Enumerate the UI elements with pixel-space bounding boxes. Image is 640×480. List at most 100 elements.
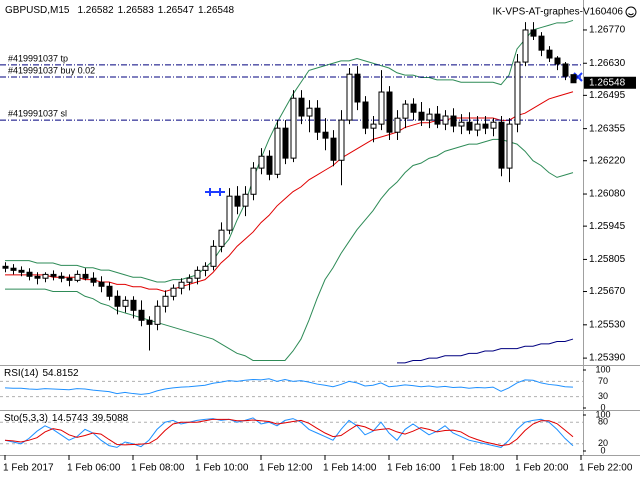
y-tick-label: 0: [600, 445, 605, 455]
candle-body: [114, 295, 121, 307]
current-price-label: 1.26548: [589, 77, 626, 88]
x-tick-label: 1 Feb 06:00: [67, 463, 121, 474]
candle-body: [170, 287, 177, 297]
header-price: 1.26583: [118, 5, 155, 16]
order-label: #419991037 buy 0.02: [8, 65, 95, 75]
candle-body: [98, 281, 105, 287]
candle-body: [306, 107, 313, 117]
candle-body: [2, 265, 9, 269]
candle-body: [394, 117, 401, 133]
indicator-title: Sto(5,3,3): [4, 413, 48, 424]
candle-body: [66, 277, 73, 281]
candle-body: [122, 299, 129, 307]
candle-body: [34, 275, 41, 279]
candle-body: [202, 265, 209, 271]
overlay-line: [5, 19, 574, 283]
candle-body: [218, 229, 225, 247]
y-tick-label: 0: [600, 402, 605, 412]
candle-body: [530, 29, 537, 37]
candle-body: [282, 127, 289, 159]
indicator-title: RSI(14): [4, 368, 38, 379]
chart-header: GBPUSD,M15 1.26582 1.26583 1.26547 1.26548: [5, 5, 235, 16]
trade-arrow: [205, 188, 215, 196]
candle-body: [138, 309, 145, 321]
candle-body: [338, 119, 345, 161]
overlay-line: [397, 338, 574, 364]
y-tick-label: 70: [598, 376, 608, 386]
x-tick-label: 1 Feb 20:00: [515, 463, 569, 474]
candle-body: [274, 127, 281, 175]
candle-body: [514, 61, 521, 125]
x-tick-label: 1 Feb 10:00: [195, 463, 249, 474]
smiley-face: [625, 6, 637, 18]
candle-body: [418, 111, 425, 121]
candle-body: [266, 155, 273, 175]
candle-body: [402, 103, 409, 119]
indicator-line: [4, 418, 574, 447]
y-tick-label: 1.25390: [589, 353, 626, 364]
candle-body: [346, 73, 353, 121]
candle-body: [322, 131, 329, 139]
smiley: [625, 6, 637, 18]
x-tick-label: 1 Feb 16:00: [387, 463, 441, 474]
y-tick-label: 30: [598, 391, 608, 401]
candle-body: [410, 103, 417, 113]
x-tick-label: 1 Feb 18:00: [451, 463, 505, 474]
candle-body: [458, 121, 465, 127]
candle-body: [442, 115, 449, 125]
candle-body: [290, 97, 297, 159]
candle-body: [538, 35, 545, 51]
header-price: 1.26547: [158, 5, 195, 16]
candle-body: [74, 273, 81, 281]
order-label: #419991037 sl: [8, 108, 67, 118]
candle-body: [10, 267, 17, 271]
candle-body: [210, 245, 217, 267]
x-tick-label: 1 Feb 22:00: [579, 463, 633, 474]
expert-name: IK-VPS-AT-graphes-V160406: [493, 7, 624, 18]
smiley-mouth: [628, 13, 634, 16]
candle-body: [434, 113, 441, 125]
indicator-label: RSI(14) 54.8152: [4, 368, 79, 379]
candle-body: [522, 29, 529, 63]
candle-body: [226, 195, 233, 231]
y-tick-label: 1.25670: [589, 286, 626, 297]
candle-body: [106, 285, 113, 297]
candle-body: [386, 91, 393, 133]
candle-body: [242, 193, 249, 207]
header-price: 1.26548: [198, 5, 235, 16]
candle-body: [18, 269, 25, 273]
candle-body: [82, 273, 89, 279]
y-tick-label: 1.25530: [589, 319, 626, 330]
y-tick-label: 1.25805: [589, 254, 626, 265]
y-tick-label: 20: [598, 438, 608, 448]
candle-body: [90, 277, 97, 283]
candle-body: [130, 299, 137, 311]
candle-body: [250, 167, 257, 195]
candle-body: [162, 295, 169, 307]
y-tick-label: 1.26770: [589, 25, 626, 36]
candle-body: [426, 113, 433, 121]
candle-body: [474, 123, 481, 131]
candle-body: [50, 273, 57, 277]
candle-body: [234, 195, 241, 207]
indicator-value: 54.8152: [42, 368, 79, 379]
indicator-value: 14.5743: [52, 413, 89, 424]
y-tick-label: 100: [595, 364, 610, 374]
y-tick-label: 100: [595, 409, 610, 419]
candle-body: [498, 121, 505, 169]
y-tick-label: 1.26630: [589, 58, 626, 69]
y-tick-label: 1.26080: [589, 189, 626, 200]
overlay-line: [5, 91, 574, 293]
y-tick-label: 80: [598, 417, 608, 427]
candle-body: [186, 277, 193, 283]
candle-body: [482, 123, 489, 129]
candle-body: [490, 121, 497, 129]
candle-body: [354, 73, 361, 103]
candle-body: [178, 281, 185, 289]
candle-body: [450, 115, 457, 127]
y-tick-label: 1.26220: [589, 155, 626, 166]
indicator-label: Sto(5,3,3) 14.5743 39.5088: [4, 413, 129, 424]
